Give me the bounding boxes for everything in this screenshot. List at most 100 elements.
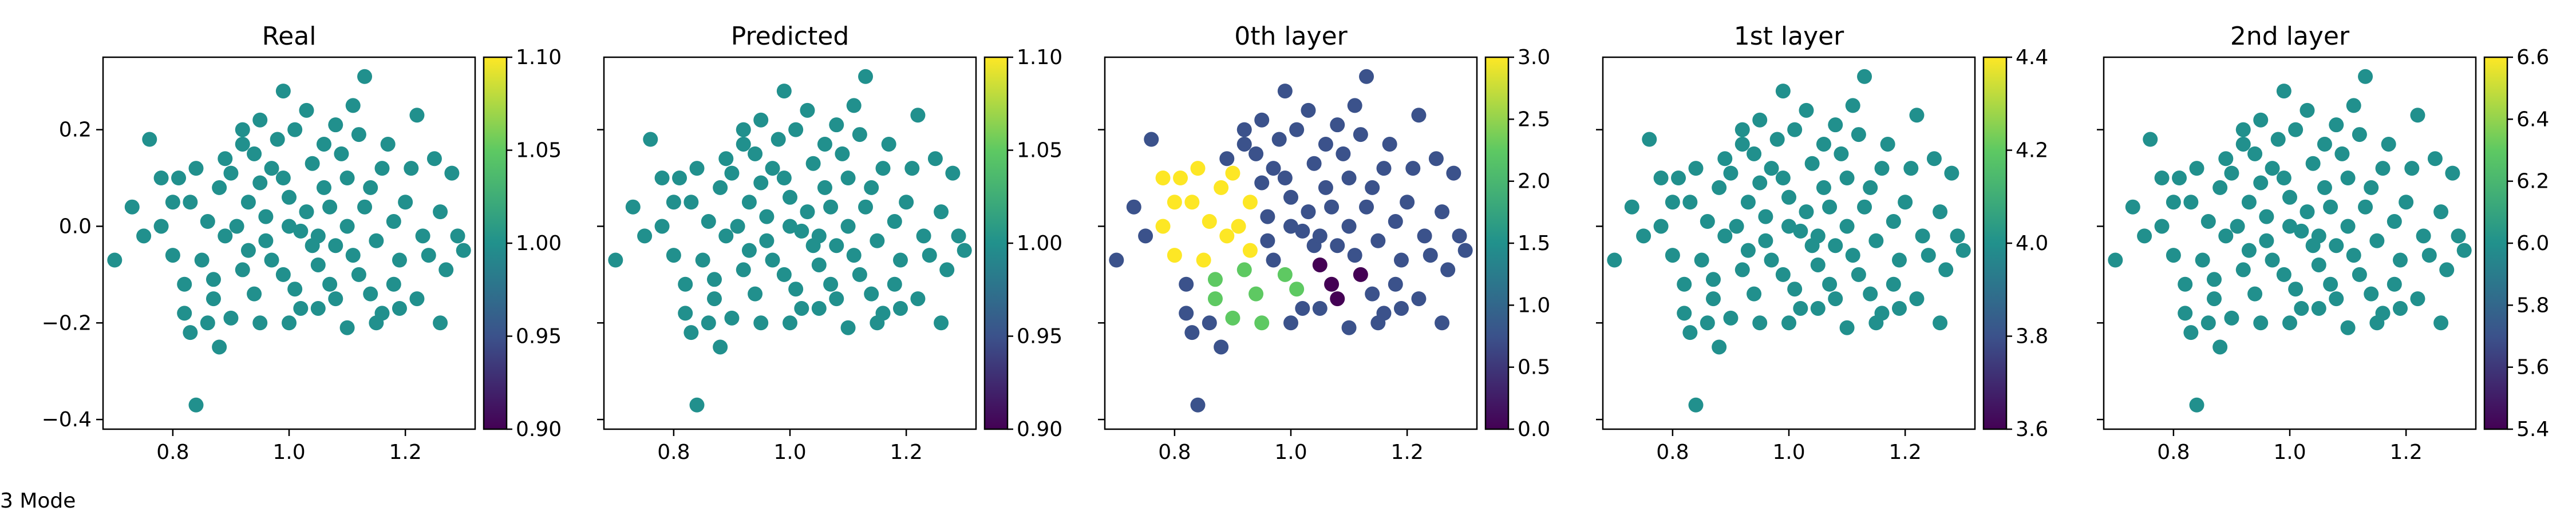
- data-point: [2346, 98, 2361, 113]
- data-point: [1868, 233, 1884, 248]
- panel-title: 2nd layer: [2230, 22, 2350, 51]
- data-point: [1277, 267, 1293, 282]
- data-point: [357, 69, 373, 84]
- data-point: [433, 315, 448, 331]
- data-point: [1393, 300, 1409, 316]
- data-point: [1138, 228, 1153, 244]
- data-point: [351, 127, 366, 142]
- data-point: [1236, 122, 1252, 137]
- data-point: [776, 171, 792, 186]
- data-point: [811, 300, 827, 316]
- data-point: [1764, 252, 1779, 268]
- data-point: [1758, 233, 1773, 248]
- data-point: [282, 219, 297, 234]
- data-point: [1677, 306, 1692, 321]
- data-point: [2183, 325, 2199, 340]
- data-point: [183, 195, 198, 210]
- data-point: [1266, 252, 1281, 268]
- colorbar-tick-label: 0.0: [1518, 418, 1550, 441]
- data-point: [2247, 286, 2263, 302]
- data-point: [223, 165, 239, 181]
- data-point: [1388, 276, 1403, 292]
- panel-title: 0th layer: [1234, 22, 1348, 51]
- data-point: [2416, 228, 2431, 244]
- data-point: [1283, 189, 1298, 205]
- data-point: [1341, 219, 1357, 234]
- data-point: [1909, 291, 1925, 307]
- data-point: [741, 243, 757, 258]
- data-point: [2421, 248, 2437, 263]
- data-point: [299, 102, 314, 118]
- data-point: [1190, 161, 1206, 176]
- x-tick-label: 1.2: [389, 441, 421, 464]
- data-point: [1341, 320, 1357, 335]
- data-point: [1196, 252, 1211, 268]
- data-point: [1155, 171, 1171, 186]
- data-point: [2282, 189, 2297, 205]
- colorbar-tick-label: 0.90: [516, 418, 562, 441]
- panel-3: 0th layer 0.8 1.0 1.2 0.0 0.5 1.0 1.5 2.0 2.5 3.0: [1098, 22, 1550, 464]
- data-point: [1886, 276, 1901, 292]
- data-point: [2282, 315, 2297, 331]
- data-point: [287, 282, 303, 297]
- data-point: [1207, 272, 1223, 287]
- data-point: [183, 325, 198, 340]
- data-point: [788, 282, 804, 297]
- data-point: [1816, 180, 1831, 195]
- data-point: [1735, 136, 1750, 152]
- data-point: [1781, 189, 1796, 205]
- data-point: [2166, 248, 2181, 263]
- data-point: [1682, 195, 1698, 210]
- data-point: [363, 180, 378, 195]
- data-point: [1816, 136, 1831, 152]
- data-point: [2154, 219, 2170, 234]
- data-point: [293, 300, 309, 316]
- data-point: [1863, 286, 1878, 302]
- data-point: [165, 195, 180, 210]
- data-point: [718, 151, 734, 167]
- data-point: [1365, 180, 1380, 195]
- data-point: [2364, 286, 2379, 302]
- data-point: [1891, 252, 1907, 268]
- colorbar-tick-label: 2.0: [1518, 170, 1550, 193]
- data-point: [386, 214, 401, 229]
- data-point: [683, 325, 699, 340]
- data-point: [1359, 199, 1374, 215]
- data-point: [1828, 117, 1843, 133]
- data-point: [1376, 161, 1392, 176]
- data-point: [2358, 199, 2373, 215]
- data-point: [2137, 228, 2152, 244]
- data-point: [765, 252, 780, 268]
- data-point: [2358, 69, 2373, 84]
- data-point: [1694, 252, 1709, 268]
- data-point: [1336, 146, 1351, 161]
- data-point: [1950, 228, 1965, 244]
- colorbar-tick-label: 6.4: [2516, 108, 2549, 131]
- data-point: [934, 204, 949, 220]
- data-point: [310, 257, 326, 272]
- data-point: [2294, 300, 2309, 316]
- data-point: [223, 310, 239, 326]
- colorbar-tick-label: 0.95: [516, 325, 562, 348]
- data-point: [1306, 156, 1322, 171]
- data-point: [1915, 228, 1930, 244]
- data-point: [1236, 262, 1252, 278]
- data-point: [212, 339, 227, 355]
- data-point: [316, 180, 331, 195]
- data-point: [2288, 122, 2304, 137]
- data-point: [1624, 199, 1639, 215]
- data-point: [1775, 84, 1791, 99]
- data-point: [2329, 117, 2344, 133]
- colorbar-tick-label: 6.6: [2516, 46, 2549, 69]
- data-point: [2375, 306, 2391, 321]
- data-point: [1190, 397, 1206, 413]
- data-point: [2143, 132, 2158, 147]
- data-point: [713, 339, 728, 355]
- data-point: [2265, 161, 2280, 176]
- data-point: [689, 161, 705, 176]
- data-point: [206, 272, 221, 287]
- data-point: [1179, 306, 1194, 321]
- x-tick-label: 1.2: [1390, 441, 1423, 464]
- data-point: [206, 291, 221, 307]
- data-point: [689, 397, 705, 413]
